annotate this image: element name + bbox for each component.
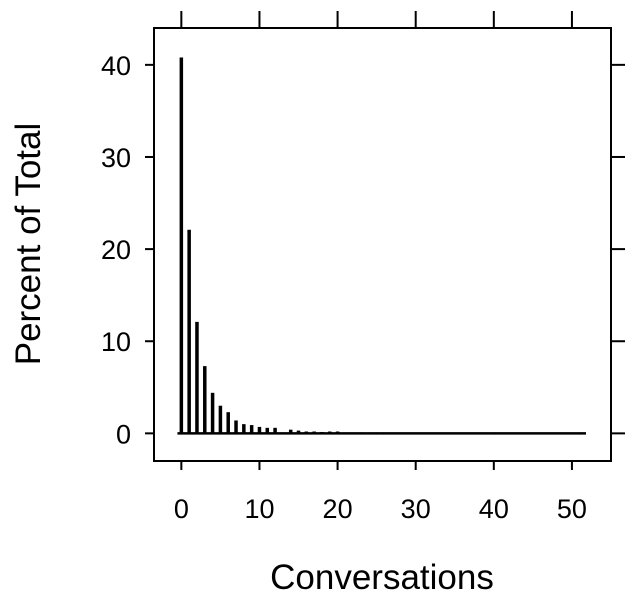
bar [234,420,238,433]
bar [375,432,379,433]
bar [539,433,543,434]
bar [328,432,332,434]
bar [312,432,316,434]
x-tick-label: 30 [401,494,431,524]
bar [500,433,504,434]
bar [219,406,223,434]
bar [320,432,324,433]
y-tick-label: 30 [101,143,131,173]
x-axis-title: Conversations [270,558,494,597]
x-tick-label: 40 [479,494,509,524]
bar [469,433,473,434]
y-tick-label: 0 [116,419,131,449]
bar [492,432,496,433]
bar [383,432,387,433]
bar [367,433,371,434]
x-tick-label: 10 [244,494,274,524]
bar [344,433,348,434]
bar [453,433,457,434]
bar [281,432,285,433]
bar [516,433,520,434]
y-axis-title: Percent of Total [9,123,48,366]
bar [414,432,418,433]
bar [562,433,566,434]
bar [555,433,559,434]
bar [430,433,434,434]
bar [266,428,270,434]
y-tick-label: 40 [101,51,131,81]
y-tick-label: 20 [101,235,131,265]
bar [406,433,410,434]
bars [177,57,586,433]
bar [273,428,277,434]
bar [461,433,465,434]
bar [578,432,582,433]
bar [523,433,527,434]
bar [508,433,512,434]
bar [305,432,309,434]
x-tick-label: 20 [323,494,353,524]
bar [289,430,293,434]
bar [570,433,574,434]
bar [476,433,480,434]
x-tick-label: 0 [174,494,189,524]
bar [242,424,246,433]
bar [531,433,535,434]
plot-frame [154,28,611,461]
bar [445,433,449,434]
bar [180,57,184,433]
x-tick-label: 50 [557,494,587,524]
bar [547,433,551,434]
bar [195,322,199,433]
bar [211,393,215,434]
bar [226,412,230,433]
bar [336,432,340,434]
bar [359,432,363,433]
bar [250,425,254,433]
bar [398,433,402,434]
bar [391,433,395,434]
bar [351,433,355,434]
bar [437,433,441,434]
bar [484,433,488,434]
bar [422,433,426,434]
x-axis: 0 10 20 30 40 50 [174,11,587,524]
bar [187,230,191,434]
bar [203,366,207,433]
bar [258,427,262,433]
bar [297,431,301,434]
y-tick-label: 10 [101,327,131,357]
y-axis: 0 10 20 30 40 [101,51,625,450]
